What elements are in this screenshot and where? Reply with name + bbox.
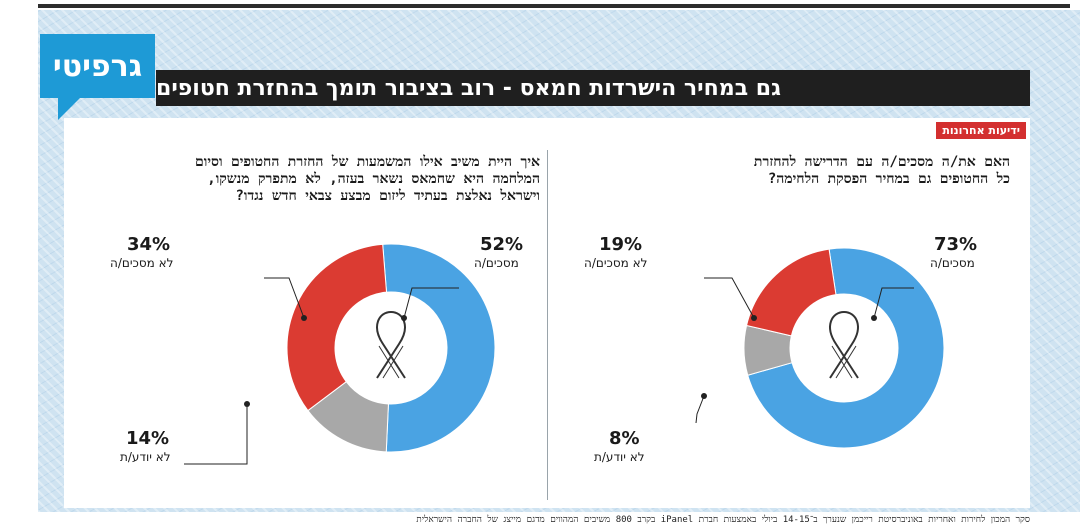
left-unknown-pct: 14% [126,428,170,449]
footer-source-note: סקר המכון לחירות ואחריות באוניברסיטת ריי… [416,515,1030,525]
headline-bar: גם במחיר הישרדות חמאס - רוב בציבור תומך … [156,70,1030,106]
right-agree-pct: 73% [934,234,978,255]
left-leader-dot-2 [301,315,307,321]
left-agree-pct: 52% [480,234,524,255]
left-leader-dot-0 [401,315,407,321]
left-leader-0 [403,287,459,319]
right-leader-dot-2 [751,315,757,321]
right-donut-hole [790,294,898,402]
right-disagree-label: לא מסכים/ה [584,256,648,270]
question-left-line3: וישראל נאלצת בעתיד ליזום מבצע צבאי חדש נ… [235,188,541,204]
question-left-line2: המלחמה היא שחמאס נשאר בעזה, לא מתפרק מנש… [207,171,540,187]
top-rule [38,4,1070,8]
left-agree-label: מסכים/ה [474,256,519,270]
left-unknown-label: לא יודע/ת [120,450,171,464]
logo-text: גרפיטי [52,48,143,84]
left-leader-2 [264,277,305,319]
right-leader-0 [873,287,914,319]
right-agree-label: מסכים/ה [930,256,975,270]
question-left-line1: איך היית משיב אילו המשמעות של החזרת החטו… [195,154,540,170]
right-unknown-label: לא יודע/ת [594,450,645,464]
left-donut-hole [335,292,447,404]
logo-speech-tail [58,98,80,120]
left-leader-dot-1 [244,401,250,407]
right-ribbon-icon [829,310,859,379]
question-right-line2: כל החטופים גם במחיר הפסקת הלחימה? [767,171,1010,187]
question-right-line1: האם את/ה מסכים/ה עם הדרישה להחזרת [753,154,1010,170]
right-disagree-pct: 19% [599,234,643,255]
charts-panel: ידיעות אחרונות האם את/ה מסכים/ה עם הדריש… [64,118,1030,508]
left-disagree-pct: 34% [127,234,171,255]
right-leader-dot-0 [871,315,877,321]
donut-charts [184,243,945,465]
column-divider [547,150,548,500]
right-leader-dot-1 [701,393,707,399]
left-leader-1 [184,404,248,465]
right-leader-2 [704,277,755,319]
right-unknown-pct: 8% [609,428,640,449]
question-right: האם את/ה מסכים/ה עם הדרישה להחזרת כל החט… [570,154,1010,188]
headline-title: גם במחיר הישרדות חמאס - רוב בציבור תומך … [156,75,781,101]
left-ribbon-icon [376,310,406,379]
question-left: איך היית משיב אילו המשמעות של החזרת החטו… [70,154,540,205]
left-disagree-label: לא מסכים/ה [110,256,174,270]
right-leader-1 [695,395,705,424]
section-logo: גרפיטי [40,34,155,98]
source-badge: ידיעות אחרונות [936,122,1026,139]
